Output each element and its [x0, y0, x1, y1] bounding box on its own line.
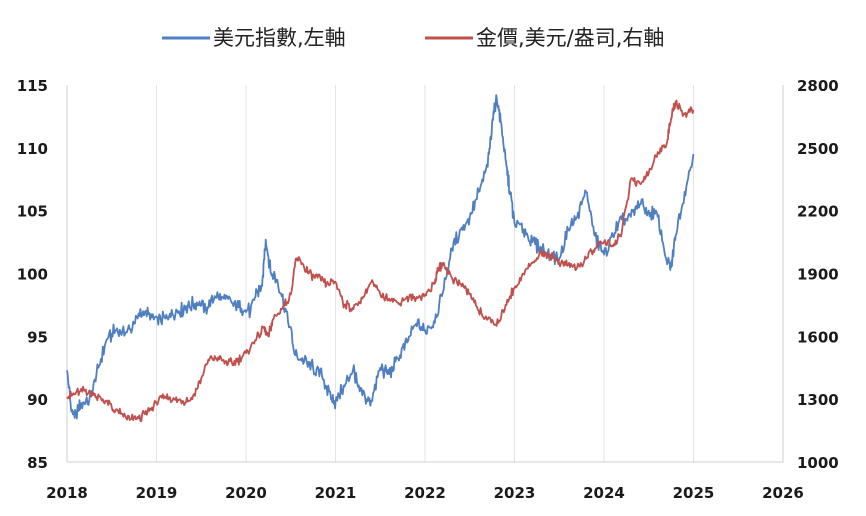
axes	[66, 85, 784, 463]
tick-labels: 2018 2019 2020 2021 2022 2023 2024 2025 2026 85 90…	[17, 77, 839, 502]
x-tick-label: 2024	[583, 484, 625, 502]
right-y-tick-label: 1900	[797, 266, 839, 284]
left-y-tick-label: 115	[17, 77, 48, 95]
right-y-tick-label: 2500	[797, 140, 839, 158]
series-line-dollar-index	[66, 94, 695, 420]
left-y-tick-label: 105	[17, 203, 48, 221]
x-tick-label: 2025	[673, 484, 715, 502]
left-y-tick-label: 95	[27, 328, 48, 346]
right-y-tick-label: 1300	[797, 391, 839, 409]
x-tick-label: 2019	[136, 484, 178, 502]
left-y-tick-label: 100	[17, 266, 48, 284]
x-tick-label: 2022	[404, 484, 446, 502]
x-tick-label: 2021	[315, 484, 357, 502]
series-lines	[66, 94, 695, 423]
legend-label: 金價,美元/盎司,右軸	[476, 26, 664, 50]
x-tick-label: 2020	[225, 484, 267, 502]
left-y-tick-label: 110	[17, 140, 48, 158]
right-y-tick-label: 1000	[797, 454, 839, 472]
legend: 美元指數,左軸 金價,美元/盎司,右軸	[162, 26, 664, 50]
x-tick-label: 2023	[494, 484, 536, 502]
right-y-tick-label: 2800	[797, 77, 839, 95]
series-line-gold-price	[66, 99, 695, 423]
vertical-gridlines	[66, 85, 784, 462]
right-y-tick-label: 1600	[797, 328, 839, 346]
left-y-tick-label: 90	[27, 391, 48, 409]
x-tick-label: 2026	[762, 484, 804, 502]
legend-label: 美元指數,左軸	[213, 26, 346, 50]
right-y-tick-label: 2200	[797, 203, 839, 221]
x-tick-label: 2018	[46, 484, 88, 502]
left-y-tick-label: 85	[27, 454, 48, 472]
